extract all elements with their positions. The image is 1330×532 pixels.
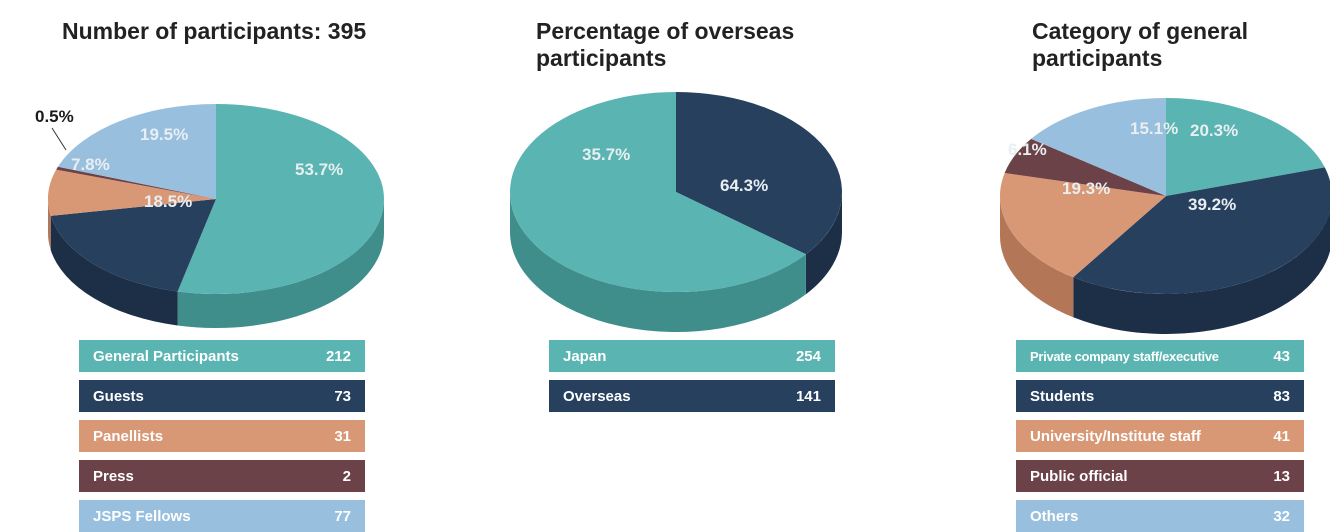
legend-row: Public official 13 <box>1016 460 1304 492</box>
pie-slice <box>1004 138 1166 196</box>
legend-value: 43 <box>1273 347 1290 365</box>
slice-percent-label: 19.5% <box>140 125 188 144</box>
pie-slice <box>177 104 385 294</box>
pie-slice-side <box>1073 210 1330 334</box>
pie-slice-side <box>1000 196 1074 318</box>
legend-label: Guests <box>93 387 144 405</box>
legend-value: 2 <box>342 467 351 485</box>
legend-label: JSPS Fellows <box>93 507 191 525</box>
slice-percent-label: 64.3% <box>720 176 768 195</box>
legend-label: Public official <box>1030 467 1128 485</box>
legend-row: Students 83 <box>1016 380 1304 412</box>
chart-title: Number of participants: 395 <box>62 18 367 44</box>
legend-row: Overseas 141 <box>549 380 835 412</box>
chart-panel-overseas: Percentage of overseas participants 64.3… <box>470 0 890 526</box>
slice-percent-label: 39.2% <box>1188 195 1236 214</box>
pie-slice <box>56 166 216 199</box>
slice-percent-label: 20.3% <box>1190 121 1238 140</box>
chart-panel-participants: Number of participants: 395 53.7% 18.5% 7.… <box>0 0 440 532</box>
chart-title: Percentage of overseas participants <box>536 18 795 71</box>
legend-row: University/Institute staff 41 <box>1016 420 1304 452</box>
slice-percent-label: 15.1% <box>1130 119 1178 138</box>
legend-row: Press 2 <box>79 460 365 492</box>
pie-slice-side <box>50 215 178 326</box>
legend-value: 83 <box>1273 387 1290 405</box>
legend-value: 32 <box>1273 507 1290 525</box>
legend-row: JSPS Fellows 77 <box>79 500 365 532</box>
pie-chart: 53.7% 18.5% 7.8% 0.5% 19.5% <box>35 104 385 328</box>
slice-percent-label: 18.5% <box>144 192 192 211</box>
legend-label: Others <box>1030 507 1079 525</box>
legend-value: 77 <box>334 507 351 525</box>
legend-value: 13 <box>1273 467 1290 485</box>
pie-slice <box>509 92 806 292</box>
pie-slice <box>676 92 842 255</box>
legend-value: 73 <box>334 387 351 405</box>
pie-slice-side <box>510 192 806 332</box>
pie-slice-side <box>48 199 51 250</box>
legend-label: Panellists <box>93 427 164 445</box>
legend-row: Japan 254 <box>549 340 835 372</box>
legend-row: Others 32 <box>1016 500 1304 532</box>
pie-slice <box>47 169 216 216</box>
pie-chart: 64.3% 35.7% <box>509 92 842 332</box>
pie-slice <box>1000 172 1166 278</box>
slice-percent-label: 6.1% <box>1008 140 1047 159</box>
legend-row: Private company staff/executive 43 <box>1016 340 1304 372</box>
chart-panel-categories: Category of general participants 20.3% 39… <box>960 0 1330 532</box>
legend-value: 141 <box>795 387 821 405</box>
legend-label: Students <box>1030 387 1095 405</box>
legend-value: 212 <box>325 347 351 365</box>
legend-label: Private company staff/executive <box>1030 348 1219 364</box>
slice-percent-label: 53.7% <box>295 160 343 179</box>
legend-label: General Participants <box>93 347 239 365</box>
slice-percent-label: 0.5% <box>35 107 74 126</box>
legend-value: 31 <box>334 427 351 445</box>
slice-percent-label: 35.7% <box>582 145 630 164</box>
leader-line <box>51 127 67 151</box>
pie-slice <box>1031 98 1166 196</box>
legend-label: Press <box>93 467 134 485</box>
pie-slice <box>50 199 216 292</box>
slice-percent-label: 19.3% <box>1062 179 1110 198</box>
legend-row: General Participants 212 <box>79 340 365 372</box>
pie-slice <box>57 104 216 199</box>
legend-value: 254 <box>795 347 821 365</box>
pie-slice-side <box>805 192 842 295</box>
slice-percent-label: 7.8% <box>71 155 110 174</box>
legend-value: 41 <box>1273 427 1290 445</box>
legend-label: Japan <box>563 347 607 365</box>
pie-chart: 20.3% 39.2% 19.3% 6.1% 15.1% <box>1000 98 1330 334</box>
legend-label: University/Institute staff <box>1030 427 1201 445</box>
pie-slice-side <box>177 199 384 328</box>
pie-slice <box>1073 167 1330 294</box>
legend-row: Guests 73 <box>79 380 365 412</box>
legend-label: Overseas <box>563 387 631 405</box>
legend-row: Panellists 31 <box>79 420 365 452</box>
chart-title: Category of general participants <box>1032 18 1248 71</box>
pie-slice <box>1166 98 1325 196</box>
